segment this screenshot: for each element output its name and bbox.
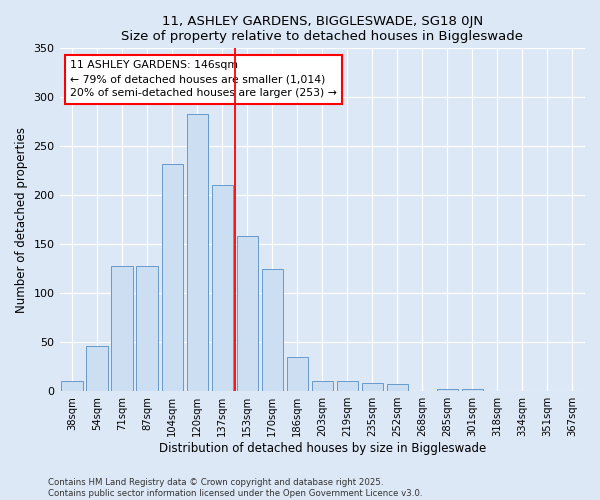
Y-axis label: Number of detached properties: Number of detached properties — [15, 127, 28, 313]
Text: Contains HM Land Registry data © Crown copyright and database right 2025.
Contai: Contains HM Land Registry data © Crown c… — [48, 478, 422, 498]
Bar — [287, 357, 308, 391]
X-axis label: Distribution of detached houses by size in Biggleswade: Distribution of detached houses by size … — [158, 442, 486, 455]
Bar — [61, 382, 83, 391]
Bar — [387, 384, 408, 391]
Bar — [236, 236, 258, 391]
Bar — [437, 389, 458, 391]
Bar — [337, 382, 358, 391]
Bar — [161, 164, 183, 391]
Bar — [462, 389, 483, 391]
Bar — [212, 186, 233, 391]
Bar — [262, 269, 283, 391]
Bar — [112, 266, 133, 391]
Text: 11 ASHLEY GARDENS: 146sqm
← 79% of detached houses are smaller (1,014)
20% of se: 11 ASHLEY GARDENS: 146sqm ← 79% of detac… — [70, 60, 337, 98]
Bar — [362, 384, 383, 391]
Bar — [187, 114, 208, 391]
Bar — [136, 266, 158, 391]
Bar — [86, 346, 108, 391]
Title: 11, ASHLEY GARDENS, BIGGLESWADE, SG18 0JN
Size of property relative to detached : 11, ASHLEY GARDENS, BIGGLESWADE, SG18 0J… — [121, 15, 523, 43]
Bar — [311, 382, 333, 391]
